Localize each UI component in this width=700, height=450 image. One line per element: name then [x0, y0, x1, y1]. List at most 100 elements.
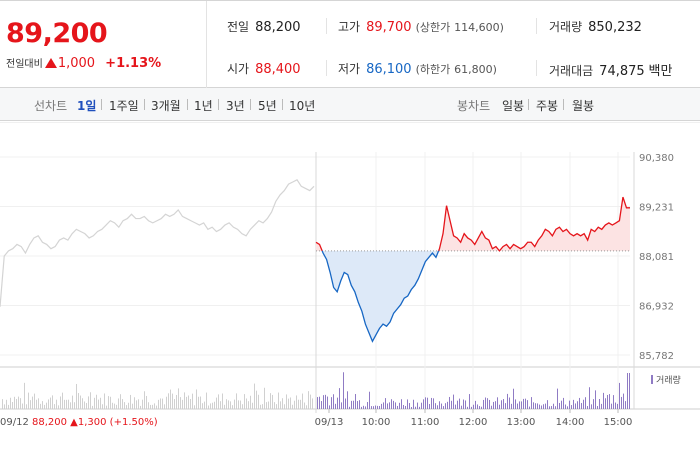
volume-bar	[519, 401, 520, 409]
volume-bar	[397, 405, 398, 409]
volume-bar	[44, 404, 45, 409]
change-amount: 1,000	[57, 56, 96, 71]
open-cell: 시가 88,400	[227, 60, 301, 77]
tab-weekly-candle[interactable]: 주봉	[536, 99, 559, 113]
volume-bar	[401, 399, 402, 409]
volume-bar	[226, 399, 227, 409]
amount-cell: 거래대금 74,875 백만	[549, 60, 672, 79]
volume-bar	[214, 401, 215, 409]
volume-bar	[184, 392, 185, 409]
tab-5year[interactable]: 5년	[258, 99, 277, 113]
intraday-chart: 90,380 89,231 88,081 86,932 85,782 거래량 09/13 10…	[0, 121, 700, 450]
volume-bar	[581, 403, 582, 409]
volume-bar	[34, 393, 35, 409]
x-tick-label: 11:00	[411, 417, 440, 428]
x-tick-label: 14:00	[556, 417, 585, 428]
volume-bar	[112, 402, 113, 409]
volume-bar	[256, 390, 257, 409]
volume-bar	[6, 399, 7, 409]
volume-bar	[170, 389, 171, 409]
volume-bar	[138, 399, 139, 409]
volume-bar	[381, 403, 382, 409]
volume-bar	[182, 399, 183, 409]
volume-bar	[60, 396, 61, 409]
tab-10year[interactable]: 10년	[289, 99, 316, 113]
volume-bar	[94, 397, 95, 409]
volume-bar	[435, 403, 436, 409]
prev-day-date: 09/12	[0, 417, 29, 428]
volume-bar	[234, 399, 235, 409]
volume-bar	[168, 393, 169, 409]
volume-bar	[553, 403, 554, 409]
volume-bar	[20, 398, 21, 409]
tab-monthly-candle[interactable]: 월봉	[572, 99, 595, 113]
volume-bar	[264, 387, 265, 409]
tab-1week[interactable]: 1주일	[109, 99, 139, 113]
x-tick-label: 13:00	[507, 417, 536, 428]
volume-bar	[142, 399, 143, 409]
lower-limit-value: 61,800)	[454, 63, 497, 76]
volume-bar	[128, 402, 129, 409]
volume-bar	[98, 399, 99, 409]
volume-bar	[38, 398, 39, 409]
candle-chart-label: 봉차트	[457, 99, 491, 113]
volume-bar	[266, 402, 267, 409]
up-price-line	[315, 241, 323, 252]
volume-bar	[172, 393, 173, 409]
volume-bar	[56, 399, 57, 409]
volume-bar	[116, 404, 117, 409]
volume-bar	[188, 395, 189, 409]
current-price: 89,200	[6, 18, 108, 49]
volume-bar	[306, 405, 307, 409]
volume-bar	[196, 389, 197, 409]
volume-bar	[395, 402, 396, 409]
volume-bar	[389, 402, 390, 409]
volume-bar	[485, 397, 486, 409]
tab-1year[interactable]: 1년	[194, 99, 213, 113]
volume-bar	[86, 402, 87, 409]
volume-bar	[294, 400, 295, 409]
volume-bar	[204, 401, 205, 409]
volume-bar	[459, 398, 460, 409]
volume-bar	[499, 404, 500, 409]
volume-bar	[437, 405, 438, 409]
divider	[101, 99, 102, 110]
divider	[144, 99, 145, 110]
volume-bar	[32, 396, 33, 409]
volume-bar	[357, 401, 358, 409]
tab-3year[interactable]: 3년	[226, 99, 245, 113]
tab-1day[interactable]: 1일	[77, 99, 97, 113]
prev-close-cell: 전일 88,200	[227, 18, 301, 35]
divider	[326, 18, 327, 34]
current-price-box: 89,200 전일대비 1,000 +1.13%	[0, 1, 207, 88]
volume-bar	[8, 404, 9, 409]
volume-bar	[248, 401, 249, 409]
volume-bar	[423, 399, 424, 409]
volume-bar	[300, 399, 301, 409]
volume-bar	[104, 393, 105, 409]
amount-value: 74,875	[599, 64, 645, 79]
volume-bar	[26, 404, 27, 409]
volume-bar	[531, 397, 532, 409]
high-label: 고가	[338, 20, 361, 34]
volume-bar	[387, 403, 388, 409]
volume-bar	[286, 394, 287, 409]
volume-bar	[208, 405, 209, 409]
volume-bar	[52, 395, 53, 409]
volume-bar	[517, 403, 518, 409]
volume-bar	[46, 402, 47, 409]
amount-unit: 백만	[648, 64, 673, 79]
volume-bar	[144, 391, 145, 409]
volume-bar	[571, 405, 572, 409]
volume-bar	[164, 404, 165, 409]
volume-bar	[124, 402, 125, 409]
volume-bar	[393, 400, 394, 409]
tab-daily-candle[interactable]: 일봉	[502, 99, 525, 113]
volume-bar	[431, 397, 432, 409]
volume-bar	[270, 393, 271, 409]
divider	[187, 99, 188, 110]
volume-bar	[282, 398, 283, 409]
tab-3month[interactable]: 3개월	[151, 99, 181, 113]
volume-bar	[176, 394, 177, 409]
volume-bar	[70, 402, 71, 409]
